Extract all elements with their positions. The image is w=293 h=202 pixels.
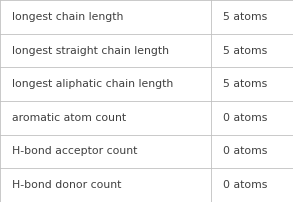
Text: longest straight chain length: longest straight chain length [12,45,169,56]
Text: longest aliphatic chain length: longest aliphatic chain length [12,79,173,89]
Text: 0 atoms: 0 atoms [223,180,267,190]
Text: 5 atoms: 5 atoms [223,45,267,56]
Text: H-bond acceptor count: H-bond acceptor count [12,146,137,157]
Text: 0 atoms: 0 atoms [223,146,267,157]
Text: longest chain length: longest chain length [12,12,123,22]
Text: 0 atoms: 0 atoms [223,113,267,123]
Text: H-bond donor count: H-bond donor count [12,180,121,190]
Text: aromatic atom count: aromatic atom count [12,113,126,123]
Text: 5 atoms: 5 atoms [223,12,267,22]
Text: 5 atoms: 5 atoms [223,79,267,89]
